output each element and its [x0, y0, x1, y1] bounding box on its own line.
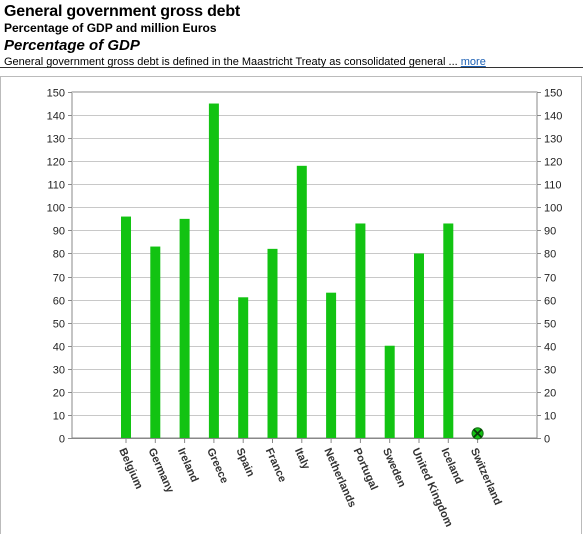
y-tick-label-left: 140 — [47, 111, 65, 123]
bar-portugal — [355, 223, 366, 438]
x-tick-label: Ireland — [175, 446, 201, 484]
y-tick-label-right: 80 — [544, 249, 556, 261]
bar-italy — [296, 165, 307, 438]
bar-ireland — [179, 218, 190, 438]
x-tick-label: Greece — [204, 446, 230, 485]
y-tick-label-left: 150 — [47, 88, 65, 100]
bar-belgium — [121, 216, 131, 438]
bar-sweden — [384, 345, 395, 438]
bar-france — [267, 248, 278, 438]
y-tick-label-right: 40 — [544, 342, 556, 354]
y-tick-label-right: 0 — [544, 434, 550, 446]
missing-data-cross — [472, 428, 483, 439]
x-tick-label: Iceland — [439, 446, 465, 486]
y-tick-label-right: 140 — [544, 111, 562, 123]
description: General government gross debt is defined… — [4, 55, 582, 69]
y-tick-label-left: 100 — [47, 203, 65, 215]
y-tick-label-right: 50 — [544, 319, 556, 331]
y-tick-label-left: 110 — [47, 180, 65, 192]
x-tick-label: Sweden — [380, 446, 408, 489]
y-tick-label-right: 90 — [544, 226, 556, 238]
section-title: Percentage of GDP — [4, 37, 140, 54]
more-link[interactable]: more — [460, 56, 486, 68]
x-tick-label: Netherlands — [321, 446, 358, 509]
y-tick-label-left: 60 — [53, 296, 65, 308]
chart-header: General government gross debt Percentage… — [4, 2, 582, 69]
y-tick-label-right: 60 — [544, 296, 556, 308]
bar-germany — [150, 246, 161, 438]
y-tick-label-left: 50 — [53, 319, 65, 331]
page-subtitle: Percentage of GDP and million Euros — [4, 21, 217, 35]
y-tick-label-left: 130 — [47, 134, 65, 146]
y-tick-label-right: 70 — [544, 273, 556, 285]
bar-spain — [238, 297, 249, 438]
x-tick-label: Belgium — [116, 446, 145, 491]
x-tick-label: France — [263, 446, 289, 484]
chart-panel — [0, 76, 582, 534]
y-tick-label-right: 30 — [544, 365, 556, 377]
x-tick-label: Portugal — [351, 446, 380, 492]
y-tick-label-right: 130 — [544, 134, 562, 146]
y-tick-label-left: 80 — [53, 249, 65, 261]
y-tick-label-left: 120 — [47, 157, 65, 169]
y-tick-label-right: 120 — [544, 157, 562, 169]
bar-netherlands — [326, 292, 337, 438]
y-tick-label-right: 20 — [544, 388, 556, 400]
x-tick-label: Germany — [146, 446, 177, 495]
y-tick-label-left: 20 — [53, 388, 65, 400]
bar-iceland — [443, 223, 454, 438]
y-tick-label-left: 10 — [53, 411, 65, 423]
y-tick-label-left: 0 — [59, 434, 65, 446]
y-tick-label-left: 90 — [53, 226, 65, 238]
y-tick-label-right: 150 — [544, 88, 562, 100]
y-tick-label-right: 100 — [544, 203, 562, 215]
bar-united-kingdom — [414, 253, 424, 438]
bar-greece — [208, 103, 219, 439]
y-tick-label-left: 70 — [53, 273, 65, 285]
description-text: General government gross debt is defined… — [4, 56, 458, 68]
header-divider — [0, 67, 583, 68]
x-tick-label: Switzerland — [468, 446, 504, 507]
y-tick-label-right: 10 — [544, 411, 556, 423]
y-tick-label-right: 110 — [544, 180, 562, 192]
y-tick-label-left: 40 — [53, 342, 65, 354]
y-tick-label-left: 30 — [53, 365, 65, 377]
x-tick-label: Italy — [292, 446, 312, 472]
x-tick-label: Spain — [233, 446, 256, 478]
page-title: General government gross debt — [4, 3, 241, 20]
